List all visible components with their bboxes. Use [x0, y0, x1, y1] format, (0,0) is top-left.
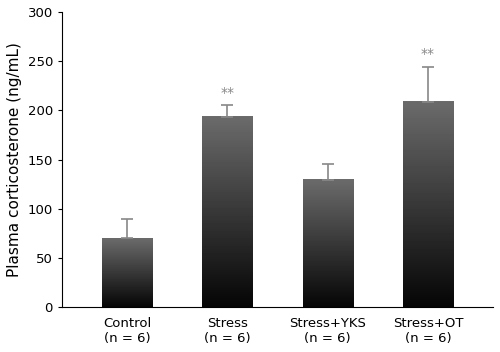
Y-axis label: Plasma corticosterone (ng/mL): Plasma corticosterone (ng/mL)	[7, 42, 22, 277]
Text: **: **	[220, 86, 234, 100]
Text: **: **	[421, 47, 435, 61]
